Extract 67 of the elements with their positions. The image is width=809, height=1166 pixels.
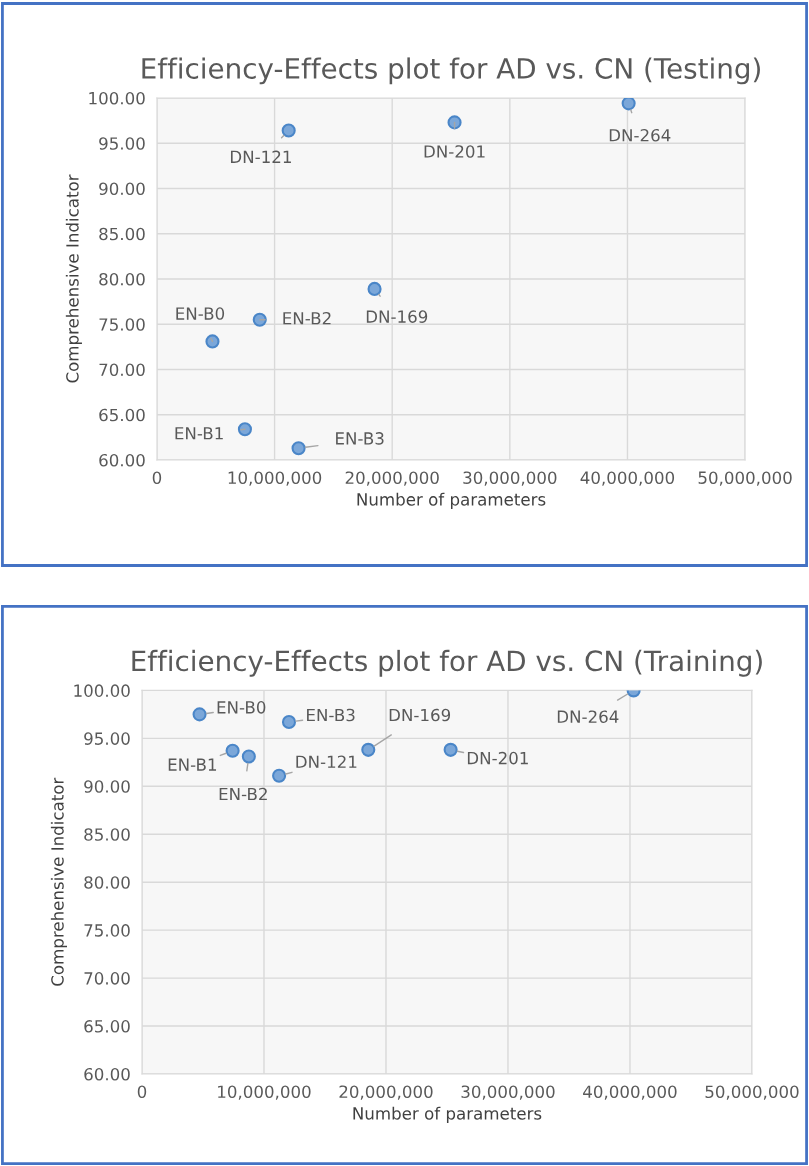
y-tick-label: 65.00 [99, 408, 145, 422]
point [237, 422, 252, 437]
annotation: EN-B3 [336, 432, 384, 445]
point [443, 742, 458, 757]
point [291, 441, 306, 456]
y-tick-label: 85.00 [84, 828, 130, 841]
y-tick-label: 80.00 [99, 272, 145, 286]
x-axis-title: Number of parameters [353, 1106, 542, 1123]
chart-title: Efficiency-Effects plot for AD vs. CN (Training) [132, 649, 762, 677]
annotation: EN-B3 [307, 708, 355, 722]
x-tick-label: 20,000,000 [339, 1085, 433, 1100]
x-tick-label: 30,000,000 [463, 471, 557, 486]
annotation: DN-264 [557, 710, 619, 723]
point [241, 749, 256, 764]
annotation: EN-B0 [176, 307, 225, 320]
point [205, 334, 220, 349]
x-tick-label: 20,000,000 [345, 471, 439, 486]
annotation: DN-201 [424, 145, 485, 158]
annotation: DN-121 [296, 755, 357, 768]
point [225, 743, 240, 758]
point [367, 281, 382, 296]
x-tick-label: 30,000,000 [461, 1085, 555, 1100]
y-tick-label: 100.00 [74, 684, 130, 697]
y-tick-label: 80.00 [84, 876, 130, 889]
annotation: DN-121 [230, 150, 291, 163]
y-tick-label: 95.00 [99, 137, 145, 150]
annotation: EN-B2 [219, 787, 267, 801]
annotation: DN-169 [366, 310, 428, 323]
y-tick-label: 100.00 [89, 91, 145, 105]
annotation: EN-B1 [168, 758, 217, 771]
point [192, 707, 207, 722]
x-tick-label: 0 [152, 471, 162, 484]
point [281, 123, 296, 138]
x-tick-label: 10,000,000 [218, 1085, 311, 1100]
y-axis-title: Comprehensive Indicator [50, 777, 67, 986]
y-tick-label: 70.00 [84, 972, 130, 985]
x-tick-label: 40,000,000 [580, 471, 675, 486]
y-tick-label: 75.00 [84, 924, 130, 937]
point [447, 115, 462, 130]
point [621, 97, 636, 111]
point [361, 742, 376, 757]
x-tick-label: 40,000,000 [583, 1085, 677, 1100]
x-tick-label: 50,000,000 [705, 1085, 799, 1100]
annotation: DN-169 [389, 708, 451, 722]
annotation: EN-B2 [283, 311, 331, 325]
x-tick-label: 10,000,000 [228, 471, 322, 486]
point [281, 714, 297, 730]
y-tick-label: 70.00 [99, 363, 145, 377]
y-tick-label: 65.00 [84, 1020, 130, 1033]
y-tick-label: 60.00 [99, 453, 145, 467]
x-tick-label: 50,000,000 [698, 471, 792, 486]
chart-title: Efficiency-Effects plot for AD vs. CN (Testing) [142, 57, 760, 85]
x-tick-label: 0 [137, 1085, 147, 1099]
y-tick-label: 60.00 [84, 1067, 130, 1081]
y-tick-label: 90.00 [84, 780, 130, 793]
annotation: DN-201 [467, 751, 528, 765]
y-tick-label: 75.00 [99, 318, 145, 331]
y-tick-label: 85.00 [99, 227, 145, 241]
y-tick-label: 90.00 [99, 182, 145, 196]
annotation: EN-B0 [217, 701, 266, 714]
y-axis-title: Comprehensive Indicator [65, 174, 82, 383]
x-axis-title: Number of parameters [357, 492, 546, 509]
point [252, 312, 267, 327]
y-tick-label: 95.00 [84, 732, 130, 745]
annotation: DN-264 [609, 128, 671, 142]
point [272, 768, 287, 783]
annotation: EN-B1 [175, 427, 223, 440]
